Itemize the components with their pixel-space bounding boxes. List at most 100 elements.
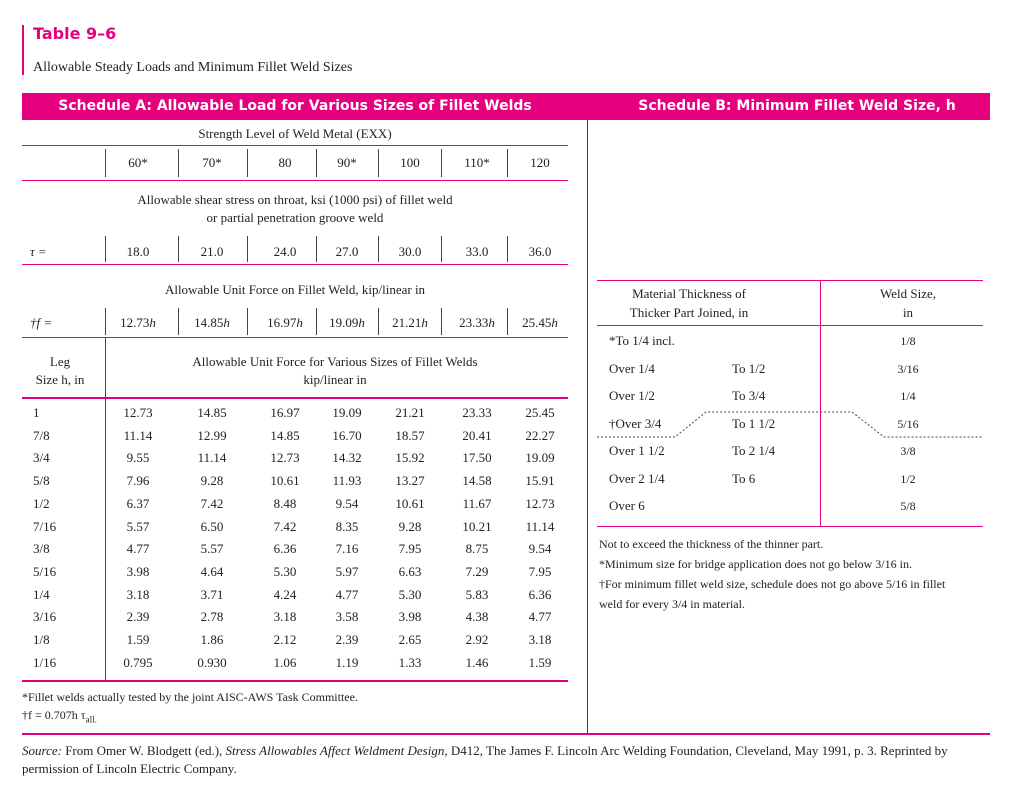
- tau-value: 18.0: [126, 244, 150, 259]
- shear-heading: Allowable shear stress on throat, ksi (1…: [137, 192, 453, 207]
- tau-label: τ =: [30, 244, 47, 259]
- load-value: 1.33: [398, 654, 422, 670]
- rule: [22, 264, 568, 265]
- f-value: 19.09h: [329, 315, 365, 331]
- load-value: 7.42: [200, 495, 224, 511]
- load-value: 1.59: [528, 654, 552, 670]
- load-value: 18.57: [395, 427, 425, 443]
- load-value: 7.42: [273, 518, 297, 534]
- load-value: 11.14: [197, 450, 227, 466]
- weld-size: 1/8: [900, 334, 916, 348]
- load-value: 3.58: [335, 609, 359, 625]
- load-value: 5.97: [335, 563, 359, 579]
- load-value: 19.09: [332, 405, 362, 420]
- leg-size: 7/8: [33, 427, 50, 443]
- thickness-from: †Over 3/4: [609, 415, 662, 431]
- load-value: 11.67: [462, 495, 492, 511]
- thickness-to: To 2 1/4: [732, 443, 776, 458]
- thickness-from: Over 1 1/2: [609, 443, 665, 458]
- cell-divider: [378, 149, 379, 177]
- f-symbol: h: [421, 315, 428, 330]
- load-value: 3.18: [126, 586, 150, 602]
- load-value: 3.98: [126, 563, 150, 579]
- f-value: 23.33h: [459, 315, 495, 331]
- thickness-from: Over 6: [609, 498, 645, 513]
- load-value: 4.77: [335, 586, 359, 602]
- load-value: 7.96: [126, 473, 150, 489]
- load-value: 2.39: [126, 609, 150, 625]
- schedule-a-title: Schedule A: Allowable Load for Various S…: [58, 98, 532, 114]
- f-symbol: h: [223, 315, 230, 330]
- strength-level: 90*: [337, 155, 357, 170]
- strength-level: 80: [278, 155, 292, 170]
- size-heading: in: [902, 305, 914, 320]
- load-value: 7.95: [528, 563, 552, 579]
- tau-value: 27.0: [335, 244, 359, 259]
- cell-divider: [247, 149, 248, 177]
- weld-size: 5/16: [897, 416, 919, 431]
- thickness-heading: Material Thickness of: [632, 286, 746, 301]
- load-value: 8.48: [273, 495, 297, 511]
- table-heading: Allowable Unit Force for Various Sizes o…: [192, 354, 478, 369]
- load-value: 2.65: [398, 632, 422, 647]
- cell-divider: [316, 236, 317, 262]
- load-value: 0.795: [123, 654, 153, 670]
- f-value: 14.85h: [194, 315, 230, 331]
- cell-divider: [441, 149, 442, 177]
- cell-divider: [316, 149, 317, 177]
- leg-size: 3/16: [33, 609, 57, 625]
- load-value: 3.98: [398, 609, 422, 625]
- load-value: 4.64: [200, 563, 224, 579]
- table-title: Allowable Steady Loads and Minimum Fille…: [33, 60, 353, 75]
- load-value: 14.32: [332, 450, 362, 466]
- thickness-from: *To 1/4 incl.: [609, 333, 675, 348]
- load-value: 11.14: [123, 427, 153, 443]
- load-value: 1.19: [335, 654, 359, 670]
- source-text: From Omer W. Blodgett (ed.),: [65, 743, 223, 758]
- footnote: †f = 0.707h τall.: [22, 707, 97, 727]
- load-value: 5.30: [398, 586, 422, 602]
- schedule-b-title: Schedule B: Minimum Fillet Weld Size, h: [638, 98, 956, 114]
- cell-divider: [507, 308, 508, 335]
- f-number: 23.33: [459, 315, 489, 330]
- rule: [22, 337, 568, 338]
- load-value: 8.75: [465, 541, 489, 557]
- note: weld for every 3/4 in material.: [599, 597, 745, 611]
- table-label: Table 9–6: [33, 24, 117, 43]
- leg-heading: Size h, in: [35, 372, 85, 387]
- load-value: 9.55: [126, 450, 150, 466]
- bottom-rule: [22, 733, 990, 735]
- shear-heading: or partial penetration groove weld: [206, 210, 384, 225]
- source-rest: D412, The James F. Lincoln Arc Welding F…: [450, 743, 948, 758]
- load-value: 5.83: [465, 586, 489, 602]
- f-symbol: h: [149, 315, 156, 330]
- load-value: 3.18: [273, 609, 297, 625]
- strength-level: 70*: [202, 155, 222, 170]
- load-value: 6.63: [398, 563, 422, 579]
- load-value: 11.93: [332, 473, 362, 489]
- rule: [22, 680, 568, 682]
- load-value: 1.86: [200, 632, 224, 647]
- tau-value: 33.0: [465, 244, 489, 259]
- thickness-to: To 3/4: [732, 388, 766, 403]
- source-work: Stress Allowables Affect Weldment Design…: [225, 743, 448, 758]
- load-value: 9.54: [335, 495, 359, 511]
- unit-force-heading: Allowable Unit Force on Fillet Weld, kip…: [164, 282, 426, 297]
- f-value: 25.45h: [522, 315, 558, 331]
- f-symbol: h: [551, 315, 558, 330]
- leg-size: 1: [33, 405, 40, 420]
- cell-divider: [178, 236, 179, 262]
- f-number: 25.45: [522, 315, 552, 330]
- leg-size: 3/8: [33, 541, 50, 557]
- footnote: *Fillet welds actually tested by the joi…: [22, 690, 358, 704]
- load-value: 12.73: [270, 450, 300, 466]
- load-value: 9.28: [398, 518, 422, 534]
- load-value: 6.37: [126, 495, 150, 511]
- load-value: 2.78: [200, 609, 224, 625]
- f-symbol: h: [358, 315, 365, 330]
- source: Source: From Omer W. Blodgett (ed.), Str…: [22, 743, 948, 759]
- tau-value: 30.0: [398, 244, 422, 259]
- rule: [22, 397, 568, 399]
- load-value: 1.59: [126, 632, 150, 647]
- load-value: 16.70: [332, 427, 362, 443]
